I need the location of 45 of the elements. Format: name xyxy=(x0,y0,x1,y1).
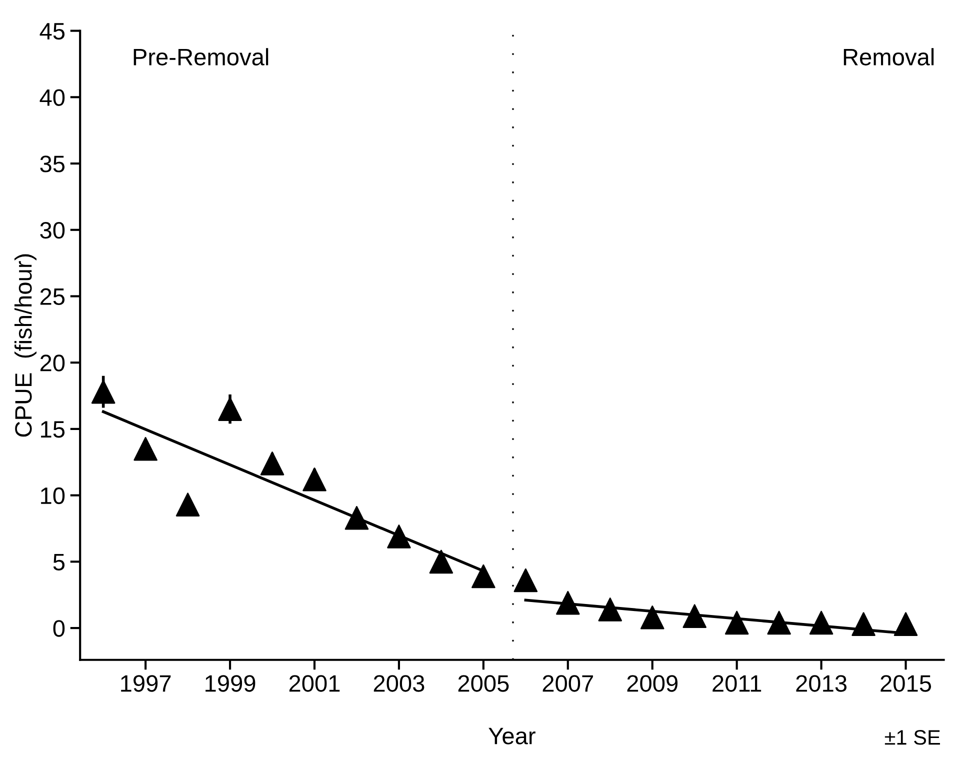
point xyxy=(682,604,706,628)
point xyxy=(598,598,622,622)
y-tick-label: 15 xyxy=(41,421,65,438)
annotation: Pre-Removal xyxy=(134,48,268,66)
y-tick-label: 0 xyxy=(53,620,65,637)
y-tick-label: 40 xyxy=(40,89,65,106)
x-tick-label: 2011 xyxy=(712,675,762,692)
point xyxy=(556,590,580,615)
y-tick-label: 10 xyxy=(41,487,65,504)
x-tick-label: 2013 xyxy=(796,675,847,692)
x-tick-label: 2015 xyxy=(880,675,932,692)
point xyxy=(472,564,496,588)
x-tick-label: 2007 xyxy=(542,675,593,692)
x-tick-label: 1999 xyxy=(206,675,256,692)
point xyxy=(514,568,538,592)
point xyxy=(429,550,454,574)
point xyxy=(260,452,284,476)
point xyxy=(91,380,116,404)
point xyxy=(134,436,158,461)
point xyxy=(640,606,664,630)
point xyxy=(344,506,369,530)
annotation: Removal xyxy=(844,48,934,66)
x-tick-label: 2009 xyxy=(627,675,678,692)
text: ±1 SE xyxy=(884,730,940,745)
point xyxy=(302,468,326,492)
y-tick-label: 20 xyxy=(40,354,65,372)
point xyxy=(176,492,200,516)
x-tick-label: 2003 xyxy=(374,675,424,692)
y-tick-label: 35 xyxy=(40,156,65,172)
point xyxy=(387,524,411,548)
point xyxy=(852,612,876,636)
x-axis-title: Year xyxy=(488,728,536,744)
y-tick-label: 30 xyxy=(40,222,65,239)
y-axis-title: CPUE (fish/hour) xyxy=(14,254,36,437)
point xyxy=(809,610,834,635)
point xyxy=(724,610,749,635)
point xyxy=(767,610,791,635)
y-tick-label: 25 xyxy=(40,288,65,306)
y-tick-label: 5 xyxy=(53,554,65,570)
point xyxy=(218,397,242,421)
x-tick-label: 2005 xyxy=(458,675,509,692)
x-tick-label: 2001 xyxy=(289,675,340,692)
y-tick-label: 45 xyxy=(40,23,65,40)
x-tick-label: 1997 xyxy=(121,675,171,692)
point xyxy=(894,612,918,636)
